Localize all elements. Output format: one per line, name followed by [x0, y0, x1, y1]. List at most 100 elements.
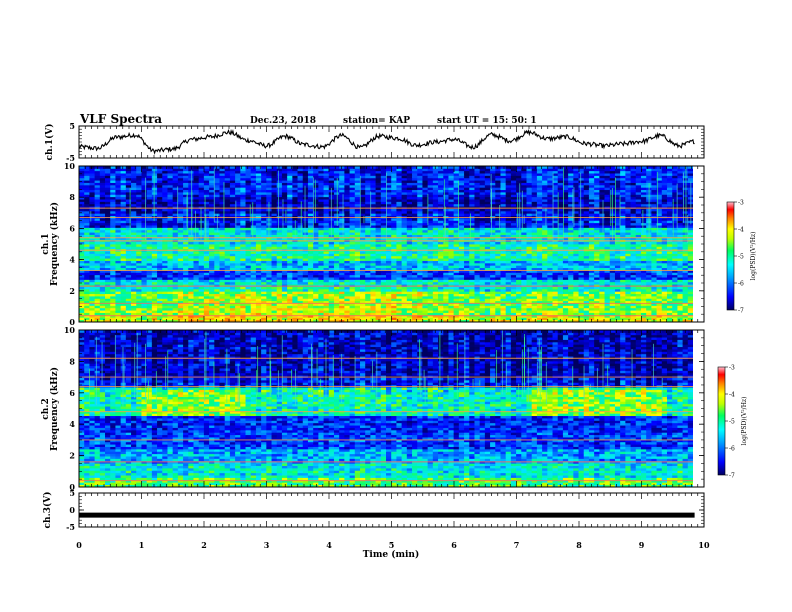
spectrogram-cell	[552, 272, 559, 276]
spectrogram-cell	[562, 274, 569, 278]
spectrogram-cell	[427, 236, 434, 240]
spectrogram-cell	[614, 303, 621, 306]
spectrogram-cell	[203, 284, 210, 287]
spectrogram-cell	[635, 291, 642, 295]
spectrogram-cell	[417, 293, 423, 297]
spectrogram-cell	[177, 296, 184, 299]
spectrogram-cell	[115, 279, 122, 283]
spectrogram-cell	[349, 232, 356, 235]
spectrogram-cell	[292, 270, 298, 273]
spectrogram-cell	[391, 281, 397, 285]
spectrogram-cell	[339, 277, 345, 280]
spectrogram-cell	[469, 262, 475, 266]
spectrogram-cell	[224, 319, 231, 323]
spectrogram-cell	[677, 319, 683, 323]
spectrogram-cell	[302, 258, 309, 261]
spectrogram-cell	[110, 303, 116, 306]
spectrogram-cell	[464, 307, 470, 311]
spectrogram-cell	[89, 314, 96, 318]
spectrogram-cell	[640, 227, 647, 231]
spectrogram-cell	[438, 244, 444, 247]
spectrogram-cell	[245, 303, 252, 306]
spectrogram-cell	[198, 251, 205, 254]
spectrogram-cell	[365, 272, 371, 276]
spectrogram-cell	[266, 305, 272, 309]
spectrogram-cell	[521, 229, 527, 233]
spectrogram-cell	[339, 253, 345, 257]
spectrogram-cell	[380, 227, 387, 231]
spectrogram-cell	[479, 277, 486, 280]
spectrogram-cell	[365, 317, 371, 321]
spectrogram-cell	[240, 277, 246, 280]
spectrogram-cell	[552, 300, 559, 304]
spectrogram-cell	[396, 265, 403, 269]
spectrogram-cell	[521, 307, 527, 311]
spectrogram-cell	[500, 286, 507, 290]
spectrogram-cell	[380, 281, 387, 285]
spectrogram-cell	[359, 253, 366, 257]
spectrogram-cell	[136, 300, 142, 304]
spectrogram-cell	[177, 288, 184, 292]
spectrogram-cell	[84, 281, 90, 285]
spectrogram-cell	[276, 314, 283, 318]
spectrogram-cell	[568, 258, 574, 261]
spectrogram-cell	[443, 279, 449, 283]
spectrogram-cell	[666, 288, 673, 292]
spectrogram-cell	[261, 262, 267, 266]
spectrogram-cell	[125, 258, 132, 261]
spectrogram-cell	[453, 310, 460, 313]
spectrogram-cell	[656, 298, 663, 302]
spectrogram-cell	[94, 310, 101, 313]
spectrogram-cell	[599, 232, 605, 235]
spectrogram-cell	[630, 317, 637, 321]
spectrogram-cell	[448, 246, 455, 250]
spectrogram-cell	[240, 317, 246, 321]
spectrogram-cell	[427, 277, 434, 280]
spectrogram-cell	[84, 255, 90, 259]
spectrogram-cell	[599, 258, 605, 261]
spectrogram-cell	[412, 274, 418, 278]
spectrogram-cell	[406, 232, 413, 235]
spectrogram-cell	[266, 291, 272, 295]
spectrogram-cell	[438, 246, 444, 250]
spectrogram-cell	[521, 265, 527, 269]
spectrogram-cell	[255, 236, 262, 240]
spectrogram-cell	[354, 234, 361, 238]
spectrogram-cell	[276, 298, 283, 302]
spectrogram-cell	[542, 291, 548, 295]
spectrogram-cell	[547, 281, 553, 285]
spectrogram-cell	[177, 246, 184, 250]
spectrogram-cell	[302, 255, 309, 259]
spectrogram-cell	[495, 232, 501, 235]
spectrogram-cell	[120, 258, 127, 261]
spectrogram-cell	[229, 267, 236, 271]
spectrogram-cell	[677, 246, 683, 250]
spectrogram-cell	[261, 232, 267, 235]
spectrogram-cell	[297, 286, 304, 290]
spectrogram-cell	[500, 236, 507, 240]
spectrogram-cell	[583, 305, 590, 309]
spectrogram-cell	[219, 272, 226, 276]
spectrogram-cell	[484, 262, 491, 266]
spectrogram-cell	[380, 296, 387, 299]
spectrogram-cell	[417, 312, 423, 316]
spectrogram-cell	[453, 244, 460, 247]
spectrogram-cell	[157, 251, 163, 254]
spectrogram-cell	[131, 298, 137, 302]
spectrogram-cell	[396, 303, 403, 306]
spectrogram-cell	[162, 317, 168, 321]
spectrogram-cell	[391, 241, 397, 245]
spectrogram-cell	[89, 260, 96, 264]
spectrogram-cell	[354, 296, 361, 299]
spectrogram-cell	[188, 293, 194, 297]
spectrogram-cell	[516, 305, 522, 309]
spectrogram-cell	[177, 251, 184, 254]
spectrogram-cell	[188, 281, 194, 285]
spectrogram-cell	[542, 251, 548, 254]
spectrogram-cell	[105, 288, 111, 292]
spectrogram-cell	[438, 272, 444, 276]
spectrogram-cell	[412, 281, 418, 285]
spectrogram-cell	[229, 284, 236, 287]
spectrogram-cell	[370, 284, 376, 287]
spectrogram-cell	[500, 277, 507, 280]
